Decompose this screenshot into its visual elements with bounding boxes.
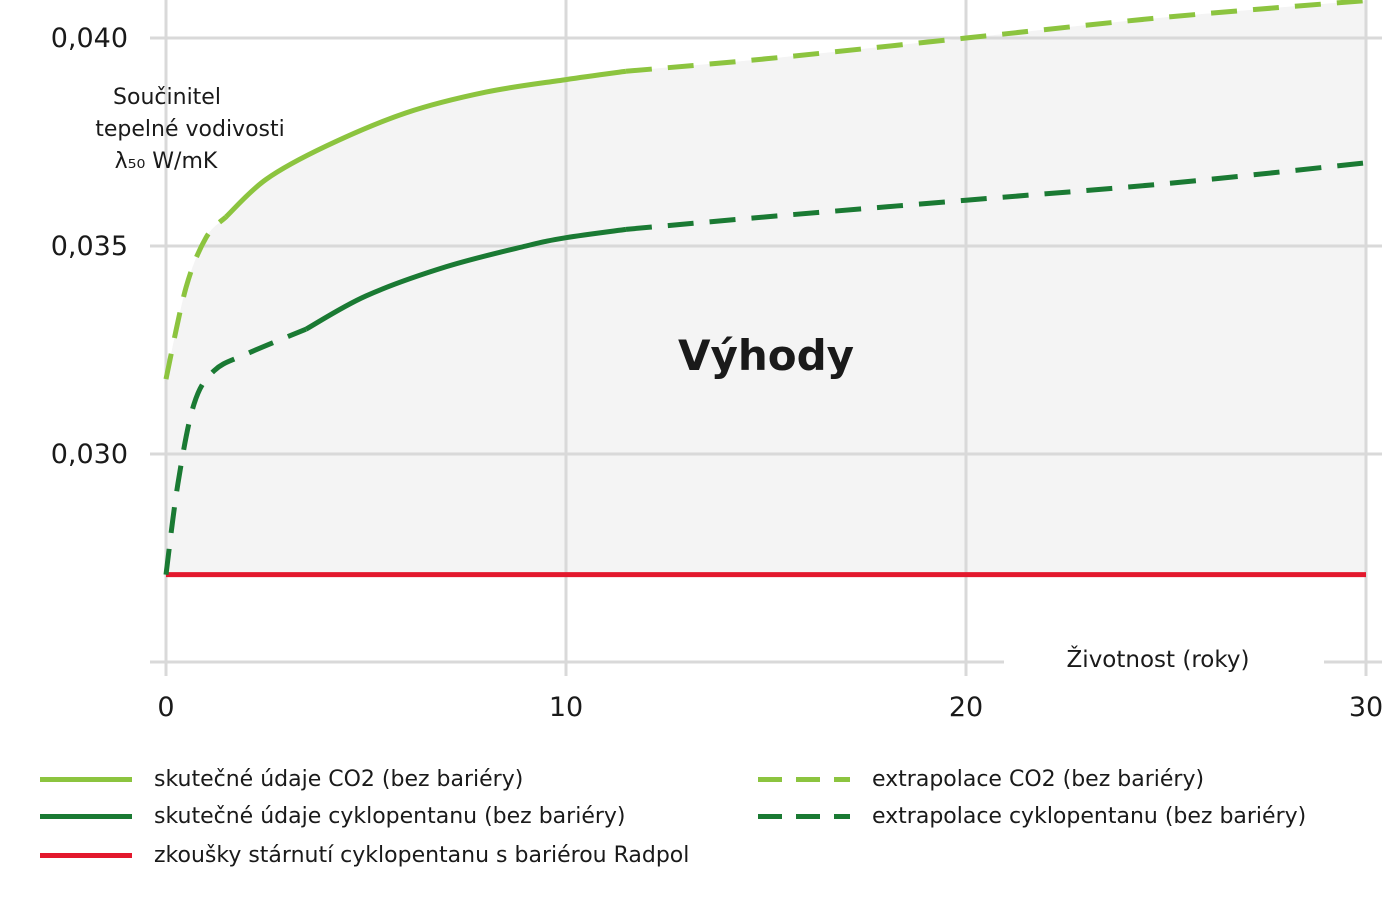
y-tick-label: 0,040 xyxy=(51,23,128,54)
chart: 0,030 0,035 0,040 0 10 20 30 Součinitel tepeln… xyxy=(51,0,1383,723)
x-axis-label: Životnost (roky) xyxy=(1067,645,1250,673)
legend-label: extrapolace CO2 (bez bariéry) xyxy=(872,766,1205,792)
ylabel-line-2: tepelné vodivosti xyxy=(95,117,284,142)
x-tick-label: 0 xyxy=(157,692,174,723)
advantage-area xyxy=(166,0,1366,575)
tick-labels: 0,030 0,035 0,040 0 10 20 30 xyxy=(51,23,1383,723)
legend-item-cyclopentane-actual: skutečné údaje cyklopentanu (bez bariéry… xyxy=(40,797,626,835)
legend-item-radpol-barrier: zkoušky stárnutí cyklopentanu s bariérou… xyxy=(40,836,689,874)
legend-label: zkoušky stárnutí cyklopentanu s bariérou… xyxy=(154,842,690,868)
legend-label: skutečné údaje CO2 (bez bariéry) xyxy=(154,766,524,792)
xlabel-background xyxy=(1004,646,1324,680)
legend-item-cyclopentane-extrapolation: extrapolace cyklopentanu (bez bariéry) xyxy=(758,797,1306,835)
series xyxy=(163,0,1367,578)
legend-swatch xyxy=(758,813,850,819)
grid xyxy=(150,0,1382,676)
ylabel-line-1: Součinitel xyxy=(113,85,221,110)
x-tick-label: 30 xyxy=(1349,692,1383,723)
y-tick-label: 0,030 xyxy=(51,439,128,470)
series-cp_extrap-line xyxy=(163,326,307,575)
legend-item-co2-extrapolation: extrapolace CO2 (bez bariéry) xyxy=(758,760,1204,798)
y-tick-label: 0,035 xyxy=(51,231,128,262)
legend-swatch xyxy=(40,813,132,819)
legend-item-co2-actual: skutečné údaje CO2 (bez bariéry) xyxy=(40,760,523,798)
series-cp_extrap-line xyxy=(625,160,1367,232)
legend-swatch xyxy=(758,776,850,782)
series-co2_extrap-line xyxy=(625,0,1367,74)
ylabel-line-3: λ₅₀ W/mK xyxy=(115,149,218,174)
legend: skutečné údaje CO2 (bez bariéry) skutečn… xyxy=(40,760,1390,880)
x-tick-label: 20 xyxy=(949,692,983,723)
series-cp_actual-line xyxy=(304,226,627,332)
series-co2_actual-line xyxy=(224,68,627,219)
legend-swatch xyxy=(40,776,132,782)
legend-label: extrapolace cyklopentanu (bez bariéry) xyxy=(872,803,1307,829)
x-tick-label: 10 xyxy=(549,692,583,723)
legend-swatch xyxy=(40,852,132,858)
advantage-annotation: Výhody xyxy=(678,331,854,380)
advantage-fill xyxy=(166,0,1366,575)
legend-label: skutečné údaje cyklopentanu (bez bariéry… xyxy=(154,803,626,829)
